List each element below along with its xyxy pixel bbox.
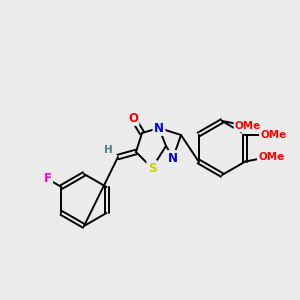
Text: OMe: OMe (235, 121, 261, 131)
Text: F: F (44, 172, 52, 185)
Text: H: H (103, 145, 112, 155)
Text: OMe: OMe (258, 152, 284, 161)
Text: O: O (128, 112, 138, 124)
Text: O: O (266, 150, 276, 163)
Text: O: O (243, 119, 253, 133)
Text: N: N (168, 152, 178, 164)
Text: N: N (154, 122, 164, 134)
Text: O: O (268, 128, 278, 141)
Text: S: S (148, 161, 156, 175)
Text: OMe: OMe (260, 130, 286, 140)
